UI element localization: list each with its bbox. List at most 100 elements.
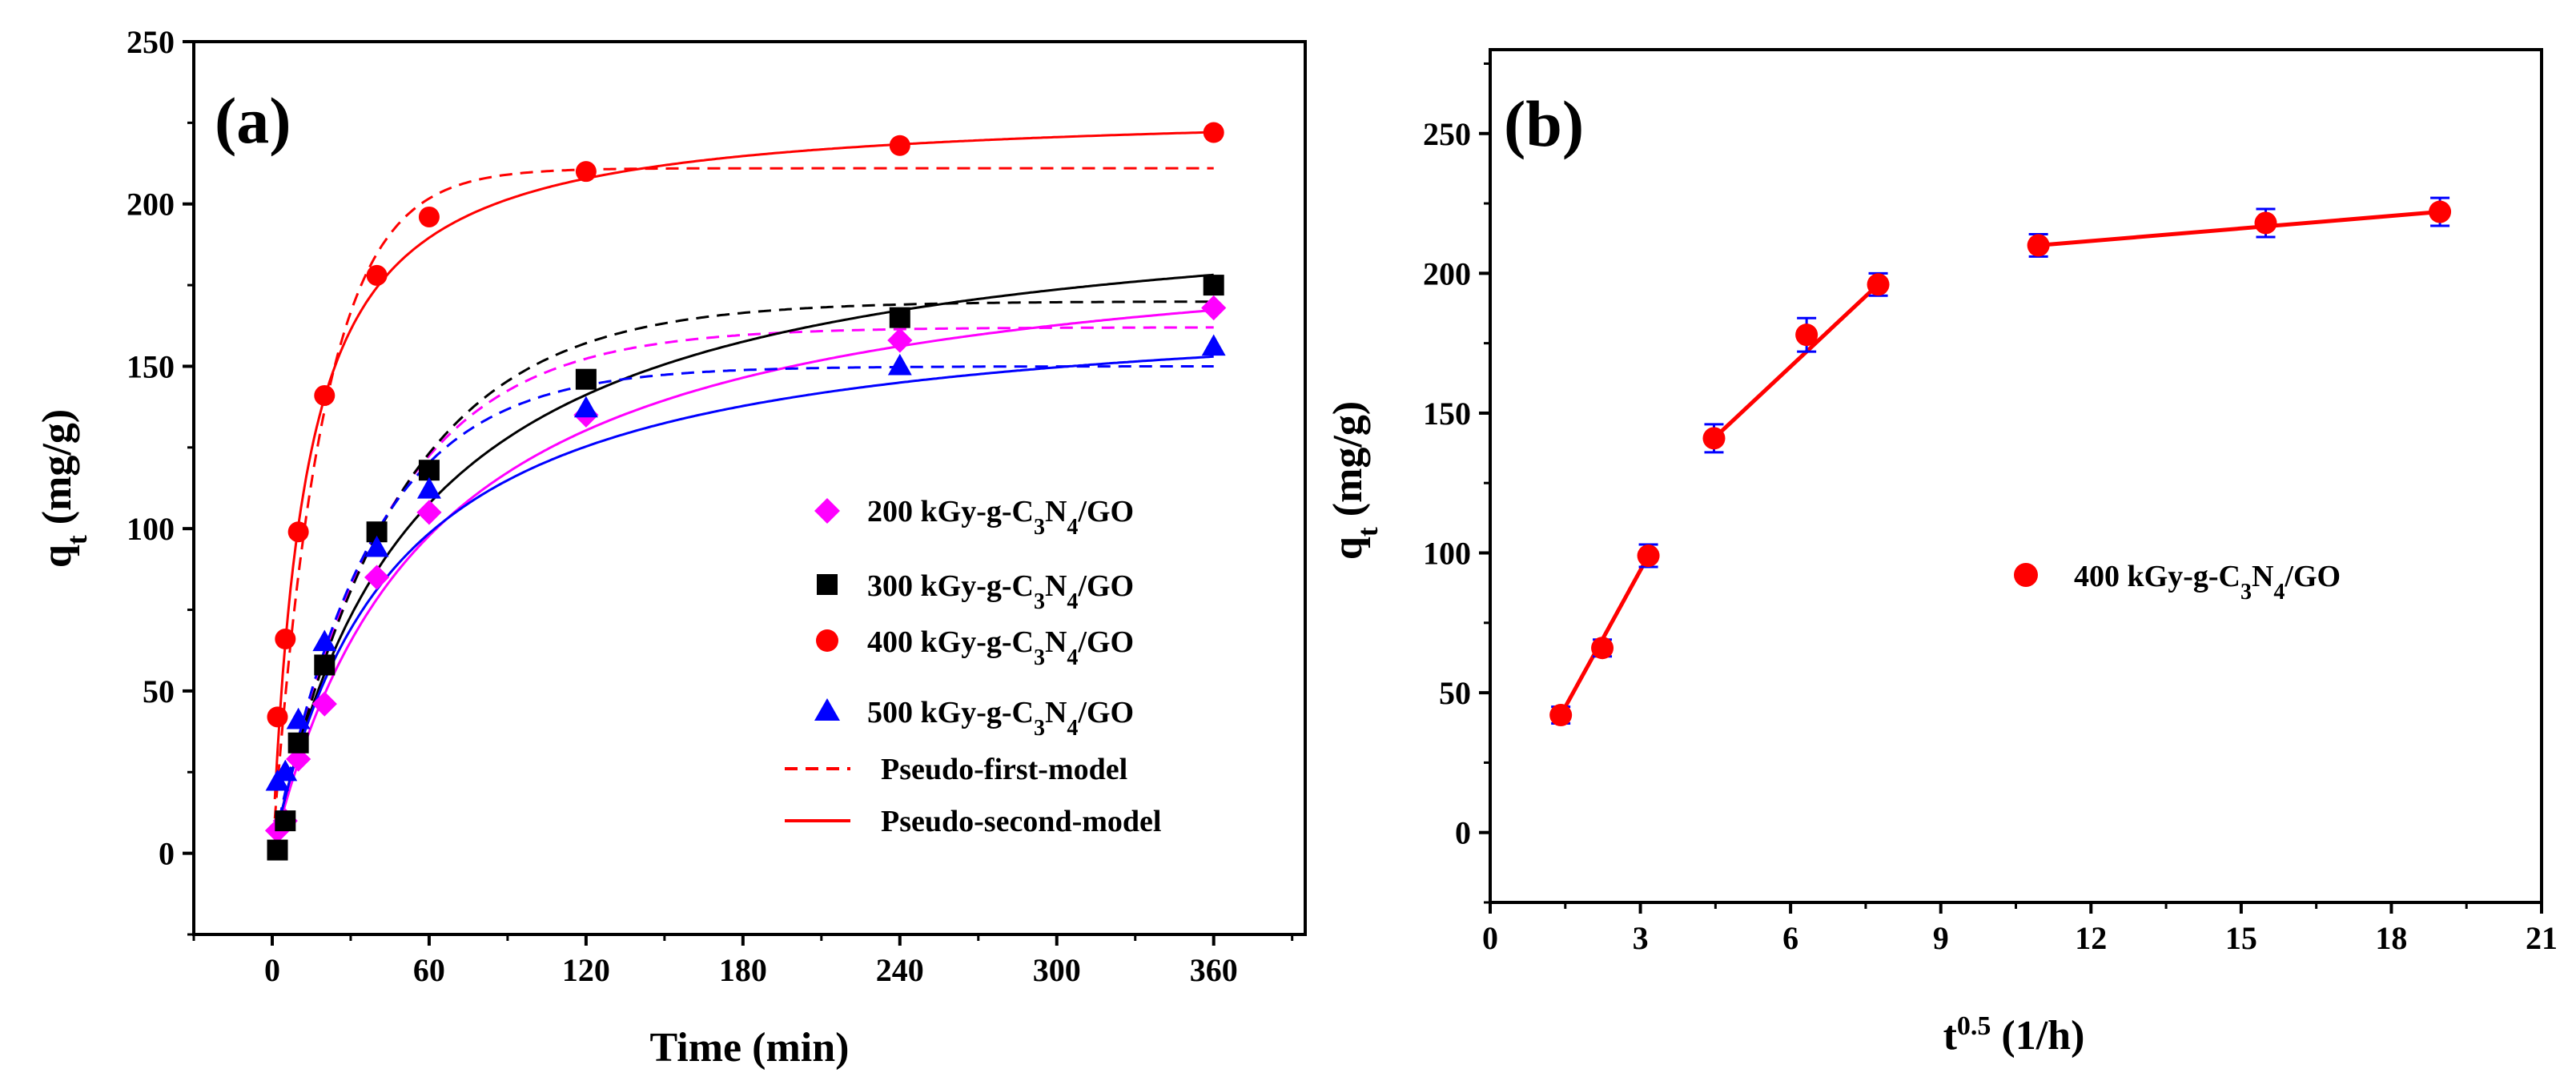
data-point-a-s3 (275, 629, 296, 650)
chart-b-x-tick-label: 0 (1482, 920, 1498, 956)
data-point-a-s2 (889, 307, 910, 328)
data-point-a-s2 (314, 654, 336, 676)
data-point-a-s3 (287, 521, 309, 543)
chart-b-y-tick-label: 50 (1439, 675, 1471, 711)
data-point-a-s4 (312, 629, 337, 652)
data-point-b (2254, 211, 2277, 235)
fit-first-model-3 (273, 167, 1214, 819)
chart-b-fit-lines (1558, 210, 2441, 717)
legend-label-second-model: Pseudo-second-model (881, 805, 1161, 838)
chart-b-y-tick-label: 100 (1423, 536, 1471, 572)
chart-b-plot-frame (1489, 48, 2543, 904)
data-point-a-s3 (314, 384, 336, 406)
data-point-a-s3 (267, 706, 288, 728)
chart-a-y-tick-label: 100 (127, 511, 175, 547)
fit-second-model-4 (273, 355, 1214, 842)
data-point-b (1591, 637, 1614, 660)
chart-a-y-tick-label: 150 (127, 348, 175, 384)
chart-b-y-axis-label: qt (mg/g) (1325, 401, 1384, 560)
chart-a-y-tick-label: 0 (159, 836, 175, 872)
chart-b-y-tick-label: 250 (1423, 116, 1471, 152)
chart-b-data-points (1549, 196, 2452, 727)
data-point-a-s1 (364, 565, 390, 590)
fit-second-model-2 (273, 273, 1214, 842)
data-point-a-s4 (273, 759, 298, 782)
data-point-b (1867, 273, 1890, 296)
fit-segment-1 (1558, 554, 1650, 717)
chart-b-x-tick-label: 12 (2075, 920, 2107, 956)
chart-a-x-tick-label: 0 (264, 952, 280, 988)
data-point-a-s4 (1201, 334, 1226, 356)
data-point-a-s1 (286, 746, 311, 772)
legend-label-200: 200 kGy-g-C3N4/GO (867, 495, 1134, 540)
data-point-a-s4 (286, 707, 311, 729)
chart-a-x-axis-label: Time (min) (650, 1025, 850, 1071)
chart-a-x-tick-label: 180 (719, 952, 767, 988)
fit-first-model-2 (273, 300, 1214, 842)
legend-label-500: 500 kGy-g-C3N4/GO (867, 696, 1134, 741)
data-point-a-s3 (1203, 122, 1224, 143)
legend-label-first-model: Pseudo-first-model (881, 753, 1127, 786)
data-point-b (1549, 704, 1573, 727)
chart-b-y-tick-label: 0 (1455, 815, 1471, 851)
chart-a-plot-frame (192, 40, 1307, 936)
legend-marker-300 (817, 574, 838, 595)
data-point-a-s3 (889, 135, 910, 156)
data-point-a-s1 (416, 500, 442, 525)
chart-a-y-tick-label: 200 (127, 187, 175, 223)
fit-first-model-1 (273, 326, 1214, 842)
chart-b-panel-label: (b) (1504, 87, 1584, 160)
data-point-b (1637, 544, 1660, 568)
data-point-b (2429, 200, 2452, 223)
data-point-a-s3 (418, 206, 440, 227)
chart-b-x-tick-label: 9 (1933, 920, 1949, 956)
chart-a: 0 60 120 180 240 300 360 0 50 100 150 200 250 (a) Ti… (34, 24, 1307, 1071)
chart-b: 0 3 6 9 12 15 18 21 0 50 100 150 200 250 (b) t0.5 (1/… (1325, 48, 2558, 1059)
chart-a-y-tick-label: 250 (127, 24, 175, 60)
data-point-a-s1 (887, 328, 913, 353)
data-point-b (1702, 427, 1726, 450)
legend-marker-200 (814, 498, 840, 524)
chart-b-legend: 400 kGy-g-C3N4/GO (2014, 560, 2341, 605)
chart-a-data-points (264, 122, 1227, 861)
data-point-a-s4 (364, 535, 389, 557)
chart-a-x-tick-label: 60 (413, 952, 445, 988)
legend-marker-400-b (2014, 563, 2038, 587)
data-point-a-s3 (366, 264, 388, 286)
chart-a-ticks: 0 60 120 180 240 300 360 0 50 100 150 200 250 (127, 24, 1294, 988)
chart-b-y-tick-label: 150 (1423, 396, 1471, 432)
chart-a-x-tick-label: 300 (1033, 952, 1081, 988)
data-point-b (2027, 234, 2050, 257)
chart-b-x-tick-label: 18 (2375, 920, 2407, 956)
chart-b-y-tick-label: 200 (1423, 255, 1471, 291)
legend-label-300: 300 kGy-g-C3N4/GO (867, 569, 1134, 614)
data-point-a-s1 (1201, 295, 1227, 321)
chart-b-x-tick-label: 15 (2225, 920, 2257, 956)
chart-a-y-axis-label: qt (mg/g) (34, 409, 93, 568)
fit-second-model-1 (273, 308, 1214, 843)
legend-marker-500 (814, 698, 840, 721)
chart-a-y-tick-label: 50 (143, 673, 175, 709)
chart-a-legend: 200 kGy-g-C3N4/GO 300 kGy-g-C3N4/GO 400 … (785, 495, 1161, 838)
data-point-a-s3 (575, 161, 597, 183)
chart-a-x-tick-label: 240 (876, 952, 924, 988)
chart-b-x-tick-label: 6 (1782, 920, 1798, 956)
legend-label-400-b: 400 kGy-g-C3N4/GO (2074, 560, 2341, 605)
data-point-b (1795, 323, 1818, 347)
chart-a-x-tick-label: 120 (562, 952, 610, 988)
chart-a-fit-curves (273, 131, 1214, 843)
chart-a-panel-label: (a) (215, 84, 291, 157)
data-point-a-s2 (1203, 275, 1224, 296)
data-point-a-s4 (887, 353, 912, 376)
data-point-a-s1 (311, 691, 337, 717)
legend-label-400: 400 kGy-g-C3N4/GO (867, 625, 1134, 670)
data-point-a-s2 (267, 839, 288, 861)
data-point-a-s4 (573, 396, 598, 418)
chart-b-x-tick-label: 3 (1633, 920, 1649, 956)
data-point-a-s2 (275, 810, 296, 832)
legend-marker-400 (816, 629, 838, 652)
chart-a-x-tick-label: 360 (1190, 952, 1238, 988)
chart-b-ticks: 0 3 6 9 12 15 18 21 0 50 100 150 200 250 (1423, 62, 2558, 956)
data-point-a-s4 (416, 476, 441, 499)
